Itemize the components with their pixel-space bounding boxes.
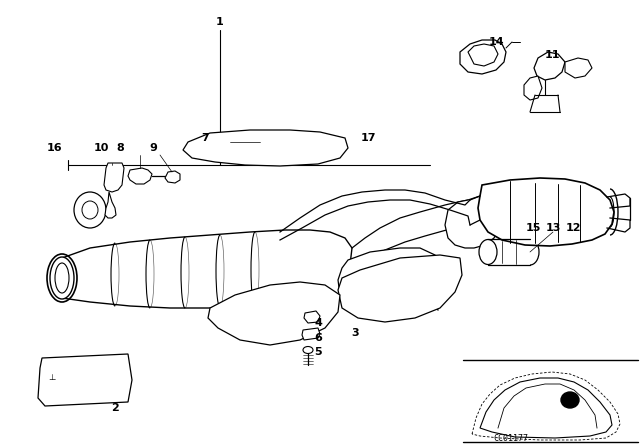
Text: CC01177: CC01177	[493, 434, 528, 443]
Text: 7: 7	[201, 133, 209, 143]
Text: 12: 12	[565, 223, 580, 233]
Polygon shape	[304, 311, 320, 323]
Text: 11: 11	[544, 50, 560, 60]
Polygon shape	[565, 58, 592, 78]
Polygon shape	[338, 255, 462, 322]
Text: 5: 5	[314, 347, 322, 357]
Polygon shape	[445, 194, 502, 248]
Text: 16: 16	[47, 143, 63, 153]
Text: 3: 3	[351, 328, 359, 338]
Polygon shape	[128, 168, 152, 184]
Polygon shape	[478, 178, 614, 246]
Polygon shape	[460, 40, 506, 74]
Polygon shape	[104, 163, 124, 192]
Polygon shape	[534, 52, 565, 80]
Polygon shape	[524, 76, 542, 100]
Polygon shape	[338, 248, 438, 308]
Ellipse shape	[82, 201, 98, 219]
Polygon shape	[105, 192, 116, 218]
Text: 9: 9	[149, 143, 157, 153]
Polygon shape	[208, 282, 340, 345]
Ellipse shape	[50, 257, 74, 299]
Polygon shape	[302, 328, 320, 340]
Polygon shape	[38, 354, 132, 406]
Ellipse shape	[74, 192, 106, 228]
Text: 8: 8	[116, 143, 124, 153]
Text: $\bot$: $\bot$	[47, 372, 57, 382]
Ellipse shape	[479, 240, 497, 264]
Text: 6: 6	[314, 333, 322, 343]
Ellipse shape	[561, 392, 579, 408]
Text: 2: 2	[111, 403, 119, 413]
Polygon shape	[480, 378, 612, 438]
Text: 4: 4	[314, 318, 322, 328]
Ellipse shape	[303, 346, 313, 353]
Polygon shape	[183, 130, 348, 166]
Text: 17: 17	[360, 133, 376, 143]
Text: 10: 10	[93, 143, 109, 153]
Text: 15: 15	[525, 223, 541, 233]
Ellipse shape	[55, 263, 69, 293]
Text: 13: 13	[545, 223, 561, 233]
Polygon shape	[468, 44, 498, 66]
Text: 1: 1	[216, 17, 224, 27]
Polygon shape	[165, 171, 180, 183]
Text: 14: 14	[489, 37, 505, 47]
